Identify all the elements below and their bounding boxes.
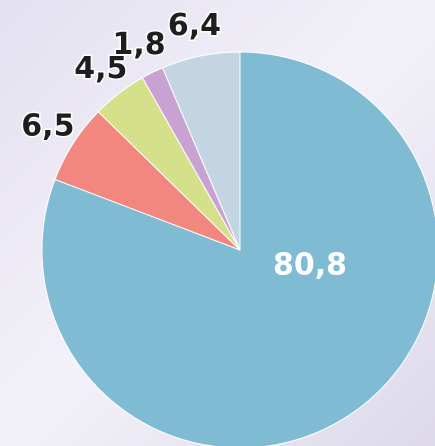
pie-slice [161,51,241,251]
data-label: 4,5 [74,51,127,86]
data-label: 80,8 [273,248,347,283]
pie [41,51,435,446]
pie-slice [41,51,435,446]
data-label: 6,5 [21,109,74,144]
labels: 80,8 6,54,51,86,4 [20,7,347,283]
data-label: 1,8 [112,27,165,62]
data-label: 6,4 [168,8,221,43]
